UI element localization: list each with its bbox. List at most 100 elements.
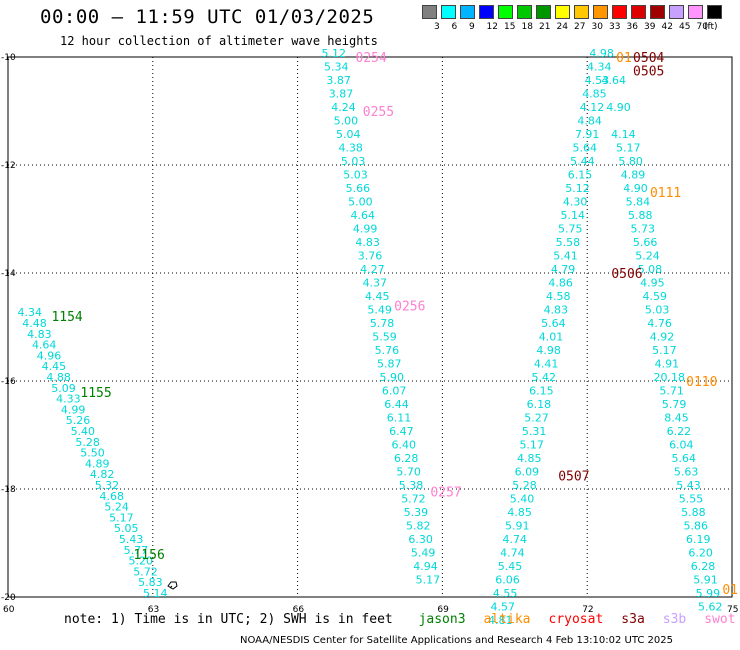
swh-value: 5.26 — [66, 414, 91, 427]
swh-value: 5.63 — [674, 466, 699, 479]
swh-value: 4.45 — [365, 290, 390, 303]
swh-value: 4.85 — [582, 88, 607, 101]
satellite-legend-item: cryosat — [548, 612, 604, 627]
swh-value: 5.66 — [633, 236, 658, 249]
swh-value: 5.20 — [128, 555, 153, 568]
legend-swatch — [574, 5, 589, 19]
swh-value: 5.04 — [336, 128, 361, 141]
swh-value: 5.79 — [662, 398, 687, 411]
swh-value: 4.83 — [544, 304, 569, 317]
swh-value: 5.64 — [541, 317, 566, 330]
latitude-label: -18 — [1, 485, 16, 495]
legend-swatch — [593, 5, 608, 19]
pass-time-label: 0111 — [650, 186, 681, 201]
swh-value: 5.91 — [693, 574, 718, 587]
swh-value: 5.34 — [324, 61, 349, 74]
swh-value: 6.44 — [384, 398, 409, 411]
swh-value: 4.76 — [647, 317, 672, 330]
swh-value: 5.24 — [635, 250, 660, 263]
swh-value: 5.58 — [556, 236, 581, 249]
swh-value: 4.85 — [517, 452, 542, 465]
swh-value: 4.86 — [548, 277, 573, 290]
swh-value: 5.75 — [558, 223, 583, 236]
swh-value: 6.11 — [387, 412, 412, 425]
map-frame — [7, 56, 733, 598]
swh-value: 5.40 — [510, 493, 535, 506]
swh-value: 4.64 — [351, 209, 376, 222]
pass-time-label: 0506 — [611, 267, 642, 282]
swh-value: 6.09 — [515, 466, 540, 479]
swh-value: 6.40 — [392, 439, 417, 452]
legend-swatch — [612, 5, 627, 19]
swh-value: 4.33 — [56, 393, 81, 406]
swh-value: 5.73 — [630, 223, 655, 236]
swh-value: 5.44 — [570, 155, 595, 168]
swh-value: 4.59 — [643, 290, 668, 303]
swh-value: 4.99 — [353, 223, 378, 236]
swh-value: 4.89 — [621, 169, 646, 182]
latitude-label: -10 — [1, 53, 16, 63]
page-title: 00:00 – 11:59 UTC 01/03/2025 — [40, 6, 375, 28]
swh-value: 4.83 — [27, 328, 52, 341]
legend-swatch — [498, 5, 513, 19]
swh-value: 5.78 — [370, 317, 395, 330]
swh-value: 4.98 — [589, 47, 614, 60]
swh-value: 4.53 — [585, 74, 610, 87]
legend-level-label: 9 — [469, 22, 475, 32]
pass-time-label: 1154 — [51, 310, 82, 325]
swh-value: 5.72 — [133, 565, 158, 578]
swh-value: 4.68 — [100, 490, 125, 503]
longitude-label: 60 — [3, 605, 15, 615]
swh-value: 4.37 — [363, 277, 388, 290]
pass-time-label: 0505 — [633, 65, 664, 80]
swh-value: 7.91 — [575, 128, 600, 141]
swh-value: 4.55 — [493, 587, 518, 600]
legend-level-label: 21 — [539, 22, 551, 32]
latitude-label: -14 — [1, 269, 16, 279]
legend-swatch — [707, 5, 722, 19]
swh-value: 5.70 — [396, 466, 421, 479]
swh-value: 5.43 — [676, 479, 701, 492]
swh-value: 6.15 — [529, 385, 554, 398]
swh-value: 4.58 — [546, 290, 571, 303]
longitude-label: 66 — [293, 605, 305, 615]
legend-swatch — [688, 5, 703, 19]
legend-swatch — [479, 5, 494, 19]
swh-value: 6.04 — [669, 439, 694, 452]
altimeter-tracks: 4.344.484.834.644.964.454.885.094.334.99… — [17, 47, 722, 627]
note-text: note: 1) Time is in UTC; 2) SWH is in fe… — [64, 612, 393, 627]
swh-value: 5.91 — [505, 520, 530, 533]
swh-value: 4.01 — [539, 331, 564, 344]
swh-value: 4.74 — [500, 547, 525, 560]
swh-value: 5.43 — [119, 533, 144, 546]
satellite-legend-item: altika — [483, 612, 531, 627]
swh-value: 5.88 — [628, 209, 653, 222]
satellite-legend-item: s3a — [621, 612, 645, 627]
swh-value: 4.12 — [580, 101, 605, 114]
swh-value: 4.74 — [503, 533, 528, 546]
swh-value: 5.76 — [375, 344, 400, 357]
swh-value: 4.95 — [640, 277, 665, 290]
swh-value: 5.17 — [416, 574, 441, 587]
swh-value: 4.34 — [17, 306, 42, 319]
swh-value: 20.18 — [654, 371, 686, 384]
swh-value: 5.99 — [696, 587, 721, 600]
swh-value: 5.14 — [143, 587, 168, 600]
longitude-label: 69 — [437, 605, 449, 615]
pass-time-label: 0256 — [394, 299, 425, 314]
legend-swatch — [517, 5, 532, 19]
island-outline — [167, 581, 178, 590]
swh-value: 4.30 — [563, 196, 588, 209]
pass-time-label: 0255 — [363, 105, 394, 120]
swh-value: 6.07 — [382, 385, 407, 398]
swh-value: 5.49 — [411, 547, 436, 560]
pass-time-label: 1156 — [133, 548, 164, 563]
swh-value: 3.76 — [358, 250, 383, 263]
latitude-label: -16 — [1, 377, 16, 387]
legend-level-label: 36 — [626, 22, 638, 32]
axis-ticks: -10 -12 -14 -16 -18 -20 60 63 66 69 72 75 — [1, 53, 738, 615]
legend-level-label: 24 — [556, 22, 568, 32]
swh-value: 3.87 — [329, 88, 354, 101]
swh-value: 5.45 — [498, 560, 523, 573]
